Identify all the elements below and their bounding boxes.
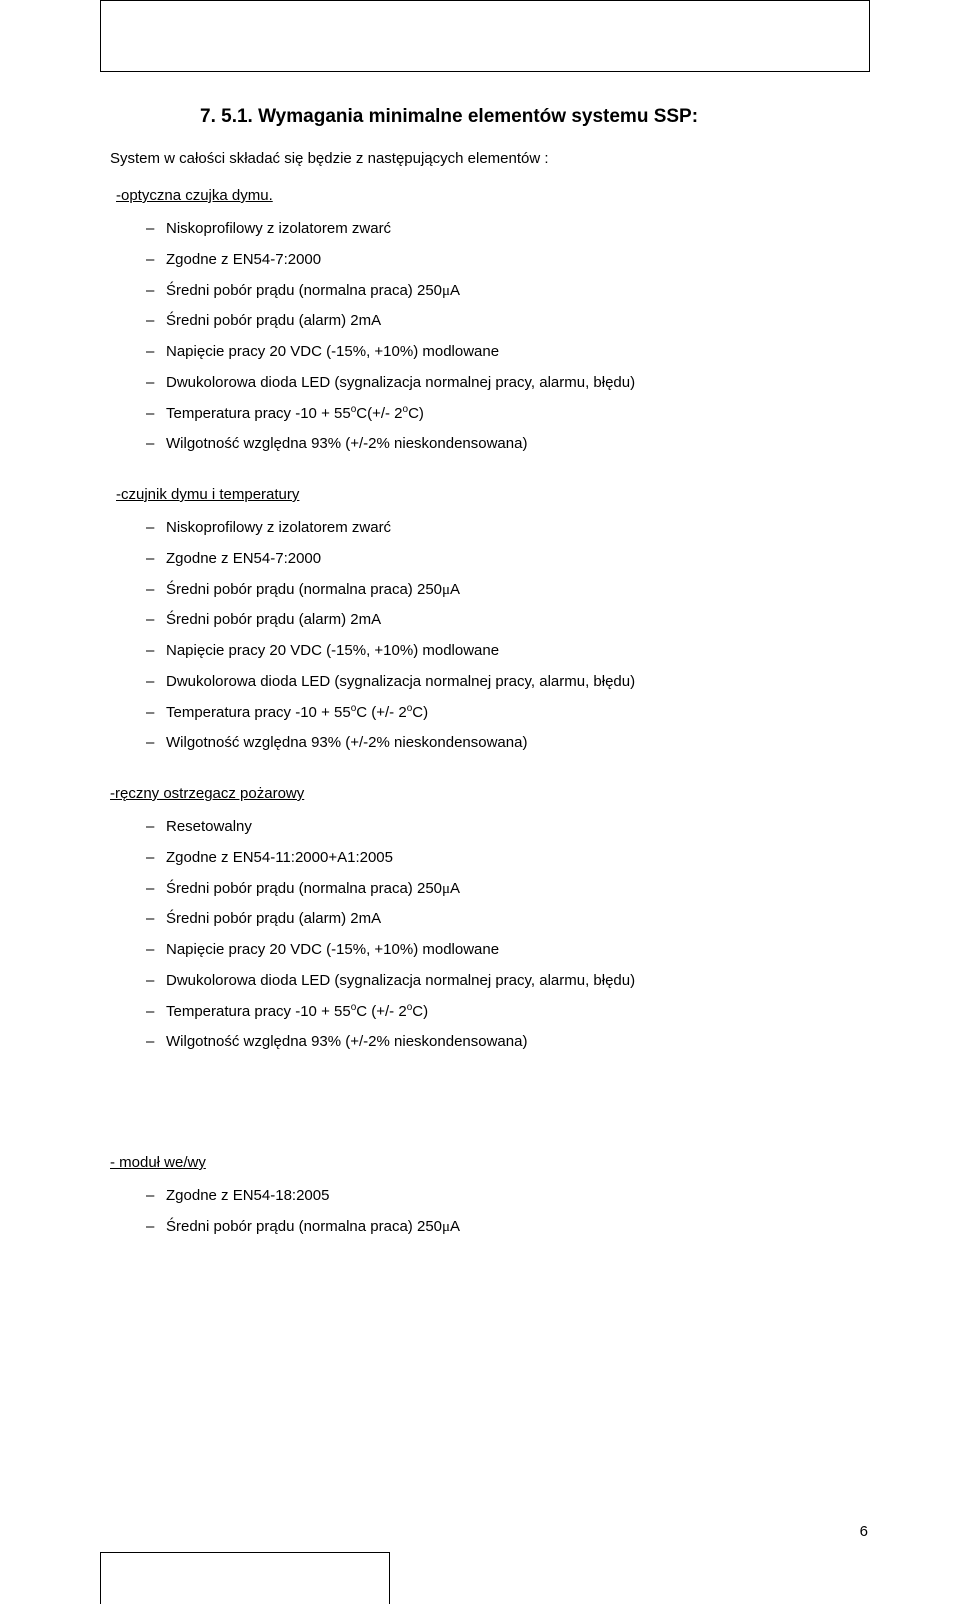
- list-item: Niskoprofilowy z izolatorem zwarć: [146, 214, 870, 245]
- page-number: 6: [860, 1523, 868, 1540]
- list-item: Temperatura pracy -10 + 55oC(+/- 2oC): [146, 399, 870, 430]
- list-item: Dwukolorowa dioda LED (sygnalizacja norm…: [146, 966, 870, 997]
- group-label-optyczna: -optyczna czujka dymu.: [116, 187, 870, 204]
- list-item: Średni pobór prądu (alarm) 2mA: [146, 904, 870, 935]
- list-item: Niskoprofilowy z izolatorem zwarć: [146, 513, 870, 544]
- list-item: Temperatura pracy -10 + 55oC (+/- 2oC): [146, 997, 870, 1028]
- list-item: Wilgotność względna 93% (+/-2% nieskonde…: [146, 728, 870, 759]
- list-item: Napięcie pracy 20 VDC (-15%, +10%) modlo…: [146, 337, 870, 368]
- list-item: Dwukolorowa dioda LED (sygnalizacja norm…: [146, 368, 870, 399]
- page: 7. 5.1. Wymagania minimalne elementów sy…: [0, 0, 960, 1604]
- group-label-modul: - moduł we/wy: [110, 1154, 870, 1171]
- list-item: Zgodne z EN54-7:2000: [146, 245, 870, 276]
- list-item: Zgodne z EN54-7:2000: [146, 544, 870, 575]
- list-item: Zgodne z EN54-18:2005: [146, 1181, 870, 1212]
- list-item: Resetowalny: [146, 812, 870, 843]
- list-item: Średni pobór prądu (alarm) 2mA: [146, 306, 870, 337]
- group-label-reczny: -ręczny ostrzegacz pożarowy: [110, 785, 870, 802]
- list-item: Temperatura pracy -10 + 55oC (+/- 2oC): [146, 698, 870, 729]
- group-label-czujnik: -czujnik dymu i temperatury: [116, 486, 870, 503]
- list-item: Średni pobór prądu (normalna praca) 250μ…: [146, 575, 870, 606]
- top-rule-box: [100, 0, 870, 72]
- list-item: Napięcie pracy 20 VDC (-15%, +10%) modlo…: [146, 935, 870, 966]
- list-item: Średni pobór prądu (normalna praca) 250μ…: [146, 276, 870, 307]
- list-item: Średni pobór prądu (normalna praca) 250μ…: [146, 874, 870, 905]
- list-item: Napięcie pracy 20 VDC (-15%, +10%) modlo…: [146, 636, 870, 667]
- list-item: Wilgotność względna 93% (+/-2% nieskonde…: [146, 1027, 870, 1058]
- list-czujnik: Niskoprofilowy z izolatorem zwarć Zgodne…: [110, 513, 870, 759]
- list-item: Średni pobór prądu (alarm) 2mA: [146, 605, 870, 636]
- list-reczny: Resetowalny Zgodne z EN54-11:2000+A1:200…: [110, 812, 870, 1058]
- bottom-rule-box: [100, 1552, 390, 1604]
- list-item: Dwukolorowa dioda LED (sygnalizacja norm…: [146, 667, 870, 698]
- list-optyczna: Niskoprofilowy z izolatorem zwarć Zgodne…: [110, 214, 870, 460]
- intro-text: System w całości składać się będzie z na…: [110, 150, 870, 167]
- list-item: Średni pobór prądu (normalna praca) 250μ…: [146, 1212, 870, 1243]
- list-modul: Zgodne z EN54-18:2005 Średni pobór prądu…: [110, 1181, 870, 1243]
- list-item: Zgodne z EN54-11:2000+A1:2005: [146, 843, 870, 874]
- section-title: 7. 5.1. Wymagania minimalne elementów sy…: [200, 106, 870, 128]
- list-item: Wilgotność względna 93% (+/-2% nieskonde…: [146, 429, 870, 460]
